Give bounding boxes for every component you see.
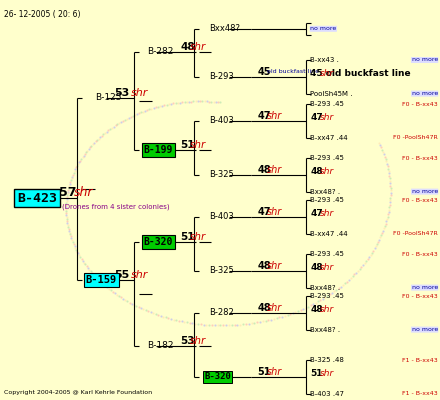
Text: Bxx48?: Bxx48? [209,24,240,33]
Text: shr: shr [267,165,282,174]
Text: 45: 45 [257,66,271,76]
Text: 47: 47 [257,206,271,217]
Text: 48: 48 [180,42,195,52]
Text: B-293 .45: B-293 .45 [310,197,344,203]
Text: B-293 .45: B-293 .45 [310,101,344,107]
Text: 45 old buckfast line: 45 old buckfast line [310,69,411,78]
Text: no more: no more [411,327,438,332]
Text: no more: no more [411,285,438,290]
Text: old buckfast line: old buckfast line [267,69,319,74]
Text: shr: shr [320,167,334,176]
Text: 48: 48 [310,167,323,176]
Text: B-282: B-282 [147,48,174,56]
Text: B-293 .45: B-293 .45 [310,155,344,161]
Text: B-325: B-325 [209,266,234,275]
Text: B-403 .47: B-403 .47 [310,390,344,397]
Text: B-199: B-199 [144,145,173,155]
Text: 48: 48 [257,261,271,270]
Text: 48: 48 [257,165,271,174]
Text: 26- 12-2005 ( 20: 6): 26- 12-2005 ( 20: 6) [4,10,81,19]
Text: shr: shr [267,206,282,217]
Text: 57: 57 [59,186,77,199]
Text: B-293 .45: B-293 .45 [310,251,344,257]
Text: B-403: B-403 [209,116,234,125]
Text: F1 - B-xx43: F1 - B-xx43 [402,391,438,396]
Text: F0 - B-xx43: F0 - B-xx43 [402,252,438,256]
Text: F0 -PoolSh47R: F0 -PoolSh47R [393,135,438,140]
Text: shr: shr [320,69,334,78]
Text: shr: shr [320,263,334,272]
Text: F0 - B-xx43: F0 - B-xx43 [402,156,438,160]
Text: 47: 47 [310,209,323,218]
Text: B-125: B-125 [95,94,122,102]
Text: B-325: B-325 [209,170,234,179]
Text: Bxx48? .: Bxx48? . [310,285,340,290]
Text: 51: 51 [310,369,323,378]
Text: F0 -PoolSh47R: F0 -PoolSh47R [393,231,438,236]
Text: shr: shr [320,209,334,218]
Text: Bxx48? .: Bxx48? . [310,326,340,333]
Text: 47: 47 [310,113,323,122]
Text: 53: 53 [114,88,130,98]
Text: 53: 53 [180,336,195,346]
Text: shr: shr [73,186,93,199]
Text: no more: no more [310,26,337,31]
Text: shr: shr [267,366,282,377]
Text: B-293: B-293 [209,72,234,81]
Text: shr: shr [320,305,334,314]
Text: shr: shr [190,42,206,52]
Text: 48: 48 [310,305,323,314]
Text: B-159: B-159 [85,275,117,285]
Text: F0 - B-xx43: F0 - B-xx43 [402,102,438,106]
Text: shr: shr [267,261,282,270]
Text: B-282: B-282 [209,308,234,317]
Text: shr: shr [190,140,206,150]
Text: B-xx47 .44: B-xx47 .44 [310,230,348,236]
Text: F0 - B-xx43: F0 - B-xx43 [402,198,438,202]
Text: F1 - B-xx43: F1 - B-xx43 [402,358,438,362]
Text: B-xx47 .44: B-xx47 .44 [310,134,348,141]
Text: 51: 51 [180,140,195,150]
Text: Copyright 2004-2005 @ Karl Kehrle Foundation: Copyright 2004-2005 @ Karl Kehrle Founda… [4,390,153,395]
Text: Bxx48? .: Bxx48? . [310,189,340,195]
Text: 55: 55 [114,270,130,280]
Text: shr: shr [131,270,148,280]
Text: no more: no more [411,91,438,96]
Text: B-293 .45: B-293 .45 [310,293,344,299]
Text: 51: 51 [257,366,271,377]
Text: no more: no more [411,189,438,194]
Text: shr: shr [320,113,334,122]
Text: B-320: B-320 [144,237,173,247]
Text: B-403: B-403 [209,212,234,221]
Text: 51: 51 [180,232,195,242]
Text: 48: 48 [257,302,271,313]
Text: B-320: B-320 [204,372,231,381]
Text: PoolSh45M .: PoolSh45M . [310,91,353,97]
Text: (Drones from 4 sister colonies): (Drones from 4 sister colonies) [62,204,169,210]
Text: shr: shr [320,369,334,378]
Text: shr: shr [131,88,148,98]
Text: B-325 .48: B-325 .48 [310,357,344,363]
Text: shr: shr [267,302,282,313]
Text: shr: shr [190,232,206,242]
Text: B-xx43 .: B-xx43 . [310,57,339,63]
Text: shr: shr [190,336,206,346]
Text: B-182: B-182 [147,342,174,350]
Text: F0 - B-xx43: F0 - B-xx43 [402,294,438,298]
Text: B-423: B-423 [18,192,57,204]
Text: 48: 48 [310,263,323,272]
Text: shr: shr [267,111,282,121]
Text: 47: 47 [257,111,271,121]
Text: no more: no more [411,58,438,62]
